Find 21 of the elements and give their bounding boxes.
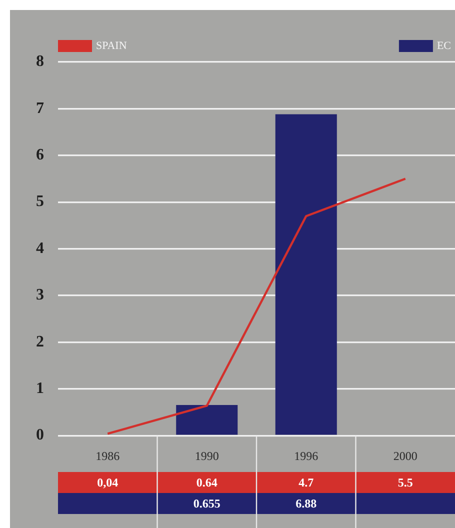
data-label: 4.7 — [298, 476, 314, 490]
y-tick-label: 1 — [36, 380, 44, 398]
y-tick-label: 4 — [36, 240, 44, 257]
y-tick-label: 3 — [36, 286, 44, 304]
x-tick-label: 1990 — [194, 448, 219, 463]
legend-label: EC — [436, 40, 452, 52]
y-tick-label: 7 — [36, 100, 44, 117]
y-tick-label: 5 — [36, 193, 44, 210]
data-label: 0,04 — [97, 476, 118, 490]
legend-label: SPAIN — [96, 40, 127, 52]
x-tick-label: 2000 — [393, 448, 418, 463]
data-label: 5.5 — [398, 476, 413, 490]
data-label: 0.64 — [196, 476, 218, 490]
y-tick-label: 0 — [36, 426, 44, 444]
x-tick-label: 1996 — [294, 448, 318, 463]
y-tick-label: 8 — [36, 53, 44, 70]
y-tick-label: 6 — [36, 146, 44, 164]
data-label: 0.655 — [193, 496, 220, 511]
data-label: 6.88 — [296, 496, 317, 511]
y-tick-label: 2 — [36, 333, 44, 350]
x-tick-label: 1986 — [96, 448, 120, 463]
